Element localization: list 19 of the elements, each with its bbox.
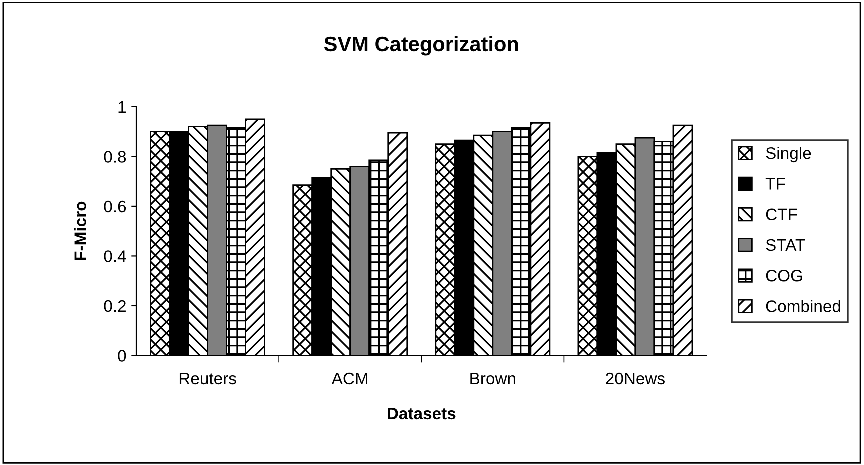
chart-title: SVM Categorization (324, 36, 518, 56)
legend-label: COG (766, 270, 802, 282)
y-tick-label: 0 (118, 350, 126, 362)
x-tick-label: Reuters (180, 373, 236, 385)
legend-label: CTF (766, 208, 798, 221)
y-tick-label: 0.6 (104, 200, 126, 213)
legend-label: STAT (766, 239, 806, 252)
legend-label: TF (766, 178, 786, 190)
legend-label: Combined (766, 300, 840, 312)
y-axis-title: F-Micro (74, 202, 86, 260)
y-tick-label: 1 (118, 102, 126, 113)
y-tick-label: 0.4 (104, 250, 126, 262)
x-tick-label: Brown (470, 373, 516, 385)
x-tick-label: 20News (606, 372, 665, 385)
x-axis-title: Datasets (388, 408, 456, 420)
y-tick-label: 0.2 (104, 300, 126, 312)
x-tick-label: ACM (332, 372, 368, 385)
y-tick-label: 0.8 (104, 151, 126, 163)
legend-label: Single (766, 147, 812, 163)
